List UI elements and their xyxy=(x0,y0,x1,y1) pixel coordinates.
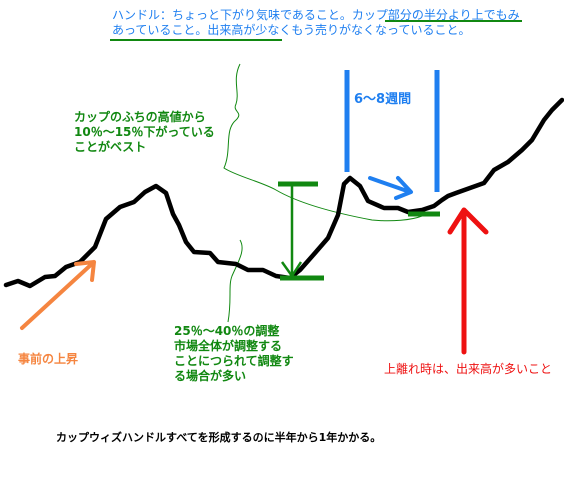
depth-note-connector xyxy=(227,239,243,323)
footer-note: カップウィズハンドルすべてを形成するのに半年から1年かかる。 xyxy=(56,431,382,444)
weeks-label: 6～8週間 xyxy=(354,92,412,107)
cup-depth-note: 25％～40％の調整 市場全体が調整する ことにつられて調整す る場合が多い xyxy=(174,324,294,383)
price-line xyxy=(3,97,564,289)
depth-arrowhead xyxy=(280,261,303,278)
cup-lip-note: カップのふちの高値から10％～15％下がっていることがベスト xyxy=(74,110,215,154)
handle-note-connector xyxy=(223,63,423,222)
prior-rise-label: 事前の上昇 xyxy=(18,352,79,366)
prior-rise-arrow xyxy=(20,260,96,330)
handle-blue-arrow xyxy=(368,176,413,200)
handle-note: ハンドル：ちょっと下がり気味であること。カップ部分の半分より上でもみあっているこ… xyxy=(112,8,520,37)
breakout-arrow xyxy=(447,207,489,355)
breakout-note: 上離れ時は、出来高が多いこと xyxy=(384,362,553,376)
